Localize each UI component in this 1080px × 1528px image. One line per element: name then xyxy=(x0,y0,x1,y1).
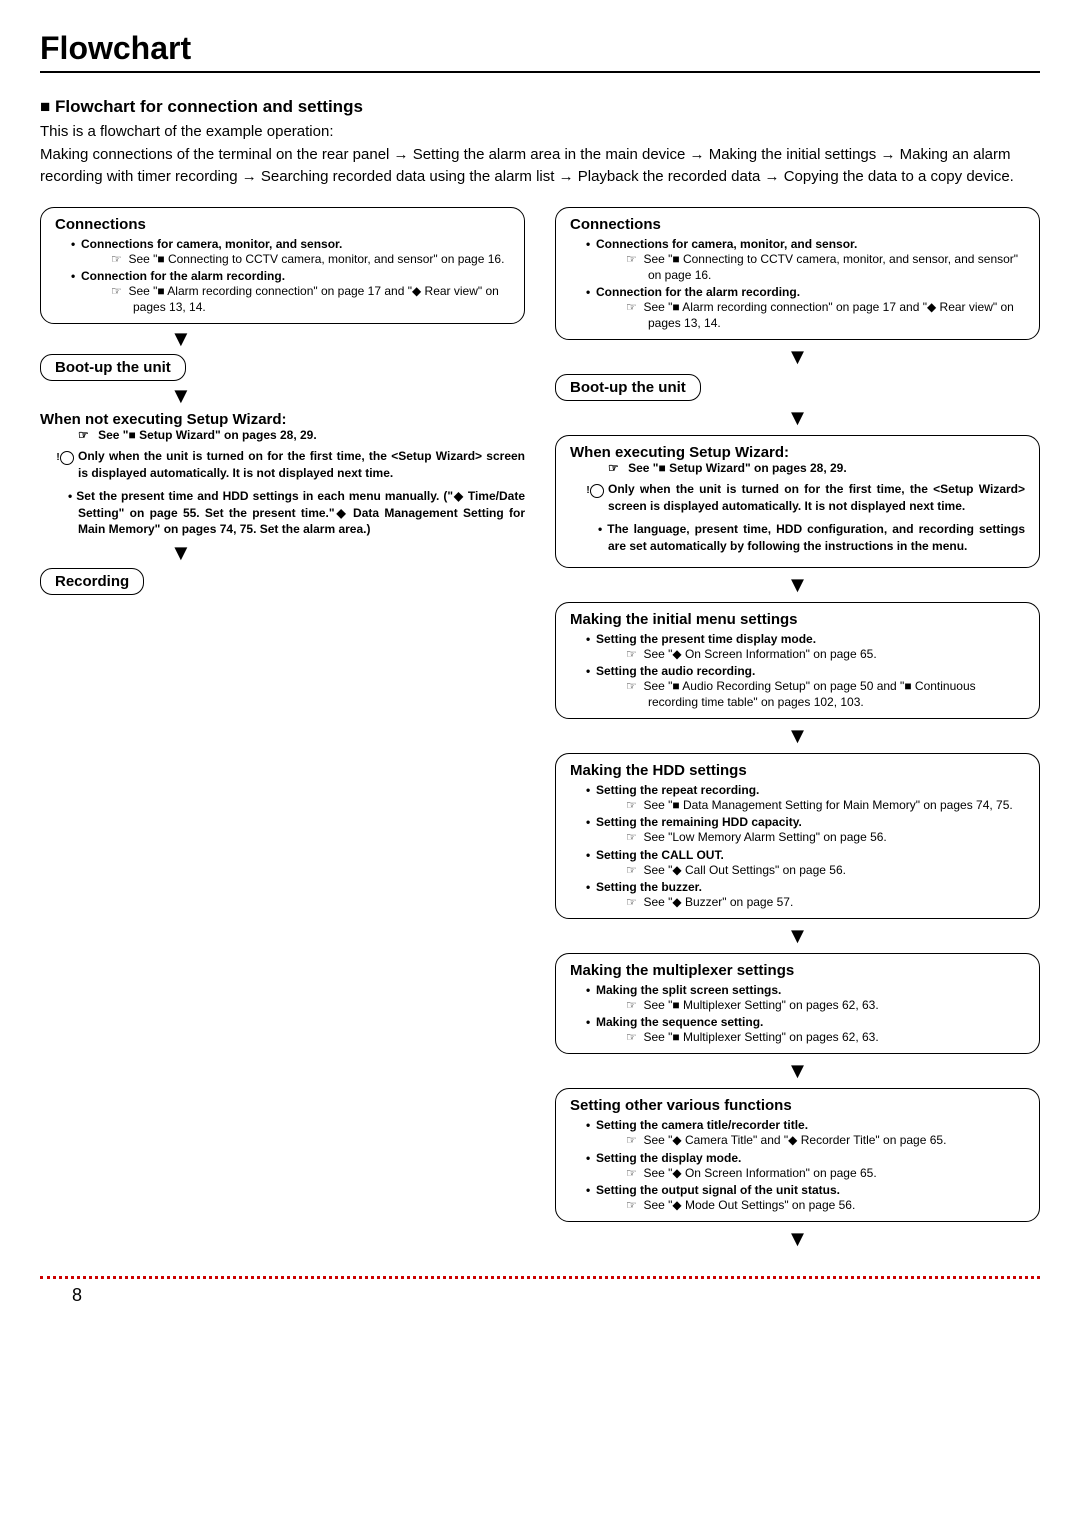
notice: !Only when the unit is turned on for the… xyxy=(40,448,525,482)
reference: ☞ See "◆ Mode Out Settings" on page 56. xyxy=(586,1197,1025,1213)
list-item: Setting the buzzer. xyxy=(586,880,1025,894)
left-wizard-block: When not executing Setup Wizard: ☞ See "… xyxy=(40,411,525,538)
list-item: Connections for camera, monitor, and sen… xyxy=(586,237,1025,251)
down-arrow-icon: ▼ xyxy=(555,1228,1040,1250)
down-arrow-icon: ▼ xyxy=(40,385,525,407)
right-wizard-box: When executing Setup Wizard: ☞ See "■ Se… xyxy=(555,435,1040,567)
down-arrow-icon: ▼ xyxy=(555,574,1040,596)
right-column: Connections Connections for camera, moni… xyxy=(555,207,1040,1256)
hand-icon: ☞ xyxy=(111,284,122,298)
reference: ☞ See "◆ Camera Title" and "◆ Recorder T… xyxy=(586,1132,1025,1148)
seg-title: When not executing Setup Wizard: xyxy=(40,411,525,428)
hand-icon: ☞ xyxy=(626,1030,637,1044)
list-item: Making the split screen settings. xyxy=(586,983,1025,997)
page-title: Flowchart xyxy=(40,30,1040,73)
reference: ☞ See "◆ Buzzer" on page 57. xyxy=(586,894,1025,910)
list-item: Setting the remaining HDD capacity. xyxy=(586,815,1025,829)
notice: !Only when the unit is turned on for the… xyxy=(570,481,1025,515)
section-header: Flowchart for connection and settings xyxy=(40,97,1040,117)
left-boot-pill: Boot-up the unit xyxy=(40,354,525,381)
info-icon: ! xyxy=(590,484,604,498)
reference: ☞ See "■ Audio Recording Setup" on page … xyxy=(586,678,1025,710)
hand-icon: ☞ xyxy=(608,461,619,475)
list-item: Connection for the alarm recording. xyxy=(71,269,510,283)
hand-icon: ☞ xyxy=(78,428,89,442)
reference: ☞ See "■ Alarm recording connection" on … xyxy=(71,283,510,315)
reference: ☞ See "◆ Call Out Settings" on page 56. xyxy=(586,862,1025,878)
list-item: Setting the repeat recording. xyxy=(586,783,1025,797)
list-item: Setting the CALL OUT. xyxy=(586,848,1025,862)
left-recording-pill: Recording xyxy=(40,568,525,595)
reference: ☞ See "■ Multiplexer Setting" on pages 6… xyxy=(586,997,1025,1013)
hand-icon: ☞ xyxy=(626,300,637,314)
info-icon: ! xyxy=(60,451,74,465)
box-title: Making the initial menu settings xyxy=(570,611,1025,628)
hand-icon: ☞ xyxy=(626,1133,637,1147)
hand-icon: ☞ xyxy=(111,252,122,266)
seg-sub: ☞ See "■ Setup Wizard" on pages 28, 29. xyxy=(40,428,525,442)
hdd-box: Making the HDD settings Setting the repe… xyxy=(555,753,1040,919)
seg-sub: ☞ See "■ Setup Wizard" on pages 28, 29. xyxy=(570,461,1025,475)
hand-icon: ☞ xyxy=(626,895,637,909)
down-arrow-icon: ▼ xyxy=(555,346,1040,368)
reference: ☞ See "■ Connecting to CCTV camera, moni… xyxy=(586,251,1025,283)
hand-icon: ☞ xyxy=(626,1198,637,1212)
reference: ☞ See "■ Connecting to CCTV camera, moni… xyxy=(71,251,510,267)
list-item: Connection for the alarm recording. xyxy=(586,285,1025,299)
reference: ☞ See "◆ On Screen Information" on page … xyxy=(586,1165,1025,1181)
hand-icon: ☞ xyxy=(626,998,637,1012)
hand-icon: ☞ xyxy=(626,647,637,661)
list-item: Connections for camera, monitor, and sen… xyxy=(71,237,510,251)
hand-icon: ☞ xyxy=(626,1166,637,1180)
list-item: Making the sequence setting. xyxy=(586,1015,1025,1029)
flowchart-columns: Connections Connections for camera, moni… xyxy=(40,207,1040,1256)
reference: ☞ See "◆ On Screen Information" on page … xyxy=(586,646,1025,662)
list-item: Setting the output signal of the unit st… xyxy=(586,1183,1025,1197)
down-arrow-icon: ▼ xyxy=(40,542,525,564)
dotted-divider xyxy=(40,1276,1040,1279)
other-box: Setting other various functions Setting … xyxy=(555,1088,1040,1222)
down-arrow-icon: ▼ xyxy=(555,407,1040,429)
box-title: Connections xyxy=(570,216,1025,233)
left-connections-box: Connections Connections for camera, moni… xyxy=(40,207,525,325)
box-title: Making the multiplexer settings xyxy=(570,962,1025,979)
right-connections-box: Connections Connections for camera, moni… xyxy=(555,207,1040,341)
reference: ☞ See "■ Alarm recording connection" on … xyxy=(586,299,1025,331)
list-item: Setting the audio recording. xyxy=(586,664,1025,678)
sub-bullet: The language, present time, HDD configur… xyxy=(570,521,1025,555)
hand-icon: ☞ xyxy=(626,863,637,877)
left-column: Connections Connections for camera, moni… xyxy=(40,207,525,1256)
box-title: Setting other various functions xyxy=(570,1097,1025,1114)
hand-icon: ☞ xyxy=(626,830,637,844)
down-arrow-icon: ▼ xyxy=(40,328,525,350)
down-arrow-icon: ▼ xyxy=(555,1060,1040,1082)
list-item: Setting the display mode. xyxy=(586,1151,1025,1165)
list-item: Setting the camera title/recorder title. xyxy=(586,1118,1025,1132)
down-arrow-icon: ▼ xyxy=(555,925,1040,947)
reference: ☞ See "■ Data Management Setting for Mai… xyxy=(586,797,1025,813)
hand-icon: ☞ xyxy=(626,798,637,812)
reference: ☞ See "Low Memory Alarm Setting" on page… xyxy=(586,829,1025,845)
mux-box: Making the multiplexer settings Making t… xyxy=(555,953,1040,1054)
sub-bullet: Set the present time and HDD settings in… xyxy=(40,488,525,538)
down-arrow-icon: ▼ xyxy=(555,725,1040,747)
footer: 8 xyxy=(40,1285,1040,1315)
hand-icon: ☞ xyxy=(626,252,637,266)
seg-title: When executing Setup Wizard: xyxy=(570,444,1025,461)
reference: ☞ See "■ Multiplexer Setting" on pages 6… xyxy=(586,1029,1025,1045)
right-boot-pill: Boot-up the unit xyxy=(555,374,1040,401)
page-number: 8 xyxy=(72,1285,82,1306)
menu-settings-box: Making the initial menu settings Setting… xyxy=(555,602,1040,720)
list-item: Setting the present time display mode. xyxy=(586,632,1025,646)
box-title: Making the HDD settings xyxy=(570,762,1025,779)
intro-text: This is a flowchart of the example opera… xyxy=(40,121,1040,189)
hand-icon: ☞ xyxy=(626,679,637,693)
box-title: Connections xyxy=(55,216,510,233)
intro-block: Flowchart for connection and settings Th… xyxy=(40,97,1040,189)
